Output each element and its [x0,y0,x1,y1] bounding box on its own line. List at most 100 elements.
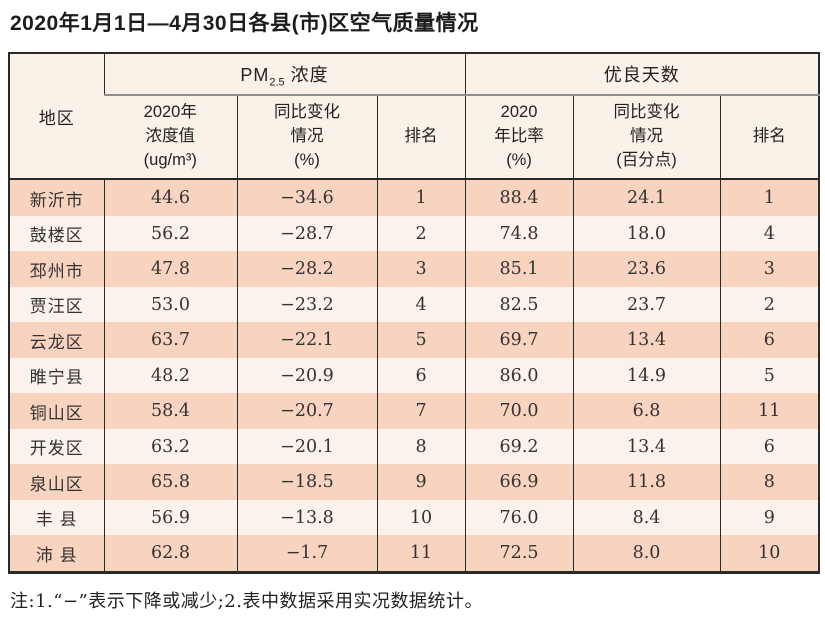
group-header-row: 地区 PM2.5 浓度 优良天数 [9,53,820,181]
good-days-rate-cell: 86.0 [464,357,574,394]
pm25-rank-cell: 2 [376,215,466,252]
pm25-value-cell: 56.9 [103,499,237,536]
pm25-rank-cell: 4 [376,286,466,323]
good-days-rate-cell: 72.5 [464,535,574,573]
good-days-rate-cell: 82.5 [464,286,574,323]
region-cell: 新沂市 [29,190,84,210]
pm25-change-cell: −20.7 [236,393,377,429]
region-cell: 贾汪区 [29,297,84,317]
pm25-value-cell: 63.7 [103,322,237,358]
pm25-value-cell: 58.4 [103,393,237,429]
good-days-change-cell: 8.4 [572,499,721,536]
region-cell: 睢宁县 [29,368,84,388]
good-days-rank-cell: 6 [719,428,820,465]
col-header-good-days-rate: 2020 年比率 (%) [464,95,574,181]
good-days-change-cell: 24.1 [572,179,721,216]
good-days-rank-cell: 1 [719,179,820,216]
pm25-value-cell: 65.8 [103,464,237,500]
table-row: 沛 县 62.8 −1.7 11 72.5 8.0 10 [9,535,820,573]
pm25-rank-cell: 1 [376,179,466,216]
good-days-change-cell: 8.0 [572,535,721,573]
pm25-group-label-prefix: PM [240,64,270,85]
good-days-rate-cell: 85.1 [464,251,574,287]
table-row: 泉山区 65.8 −18.5 9 66.9 11.8 8 [9,464,820,500]
pm25-value-cell: 62.8 [103,535,237,573]
footnote: 注:1.“−”表示下降或减少;2.表中数据采用实况数据统计。 [10,590,483,612]
good-days-change-cell: 23.6 [572,251,721,287]
good-days-rate-cell: 88.4 [464,179,574,216]
good-days-rate-cell: 66.9 [464,464,574,500]
region-cell: 开发区 [29,439,84,459]
pm25-change-cell: −20.9 [236,357,377,394]
pm25-group-label-suffix: 浓度 [284,64,329,85]
table-header: 地区 PM2.5 浓度 优良天数 2020年 浓度值 (ug/m³) 同比变化 … [9,53,820,181]
table-row: 云龙区 63.7 −22.1 5 69.7 13.4 6 [9,322,820,358]
col-header-pm25-change: 同比变化 情况 (%) [236,95,377,181]
good-days-rate-cell: 69.2 [464,428,574,465]
good-days-change-cell: 14.9 [572,357,721,394]
table-row: 开发区 63.2 −20.1 8 69.2 13.4 6 [9,428,820,465]
pm25-change-cell: −13.8 [236,499,377,536]
good-days-rank-cell: 4 [719,215,820,252]
table-row: 铜山区 58.4 −20.7 7 70.0 6.8 11 [9,393,820,429]
pm25-rank-cell: 10 [376,499,466,536]
pm25-change-cell: −20.1 [236,428,377,465]
col-group-pm25: PM2.5 浓度 [103,53,466,97]
good-days-change-cell: 13.4 [572,428,721,465]
pm25-rank-cell: 11 [376,535,466,573]
table-row: 邳州市 47.8 −28.2 3 85.1 23.6 3 [9,251,820,287]
good-days-change-cell: 13.4 [572,322,721,358]
pm25-rank-cell: 8 [376,428,466,465]
good-days-rate-cell: 69.7 [464,322,574,358]
pm25-rank-cell: 5 [376,322,466,358]
pm25-change-cell: −28.2 [236,251,377,287]
page-title: 2020年1月1日—4月30日各县(市)区空气质量情况 [10,12,479,35]
region-cell: 泉山区 [29,474,84,494]
air-quality-table: 地区 PM2.5 浓度 优良天数 2020年 浓度值 (ug/m³) 同比变化 … [8,52,821,574]
region-cell: 丰 县 [35,510,78,530]
good-days-change-cell: 23.7 [572,286,721,323]
pm25-value-cell: 56.2 [103,215,237,252]
table-row: 新沂市 44.6 −34.6 1 88.4 24.1 1 [9,179,820,216]
good-days-rank-cell: 2 [719,286,820,323]
good-days-change-cell: 11.8 [572,464,721,500]
col-header-region: 地区 [9,53,104,181]
good-days-rank-cell: 3 [719,251,820,287]
table-row: 丰 县 56.9 −13.8 10 76.0 8.4 9 [9,499,820,536]
pm25-value-cell: 47.8 [103,251,237,287]
pm25-value-cell: 48.2 [103,357,237,394]
good-days-rank-cell: 6 [719,322,820,358]
region-cell: 沛 县 [35,545,78,565]
pm25-group-label-subscript: 2.5 [269,76,285,89]
pm25-change-cell: −1.7 [236,535,377,573]
pm25-rank-cell: 6 [376,357,466,394]
good-days-change-cell: 18.0 [572,215,721,252]
pm25-change-cell: −28.7 [236,215,377,252]
table-row: 鼓楼区 56.2 −28.7 2 74.8 18.0 4 [9,215,820,252]
pm25-rank-cell: 9 [376,464,466,500]
col-header-good-days-change: 同比变化 情况 (百分点) [572,95,721,181]
table-body: 新沂市 44.6 −34.6 1 88.4 24.1 1 鼓楼区 56.2 −2… [9,179,820,573]
region-cell: 鼓楼区 [29,226,84,246]
good-days-rank-cell: 8 [719,464,820,500]
table-row: 睢宁县 48.2 −20.9 6 86.0 14.9 5 [9,357,820,394]
pm25-value-cell: 44.6 [103,179,237,216]
pm25-rank-cell: 3 [376,251,466,287]
region-cell: 邳州市 [29,261,84,281]
pm25-value-cell: 63.2 [103,428,237,465]
good-days-rate-cell: 74.8 [464,215,574,252]
region-cell: 铜山区 [29,403,84,423]
col-header-good-days-rank: 排名 [719,95,820,181]
pm25-change-cell: −18.5 [236,464,377,500]
region-cell: 云龙区 [29,332,84,352]
good-days-rate-cell: 70.0 [464,393,574,429]
sub-header-row: 2020年 浓度值 (ug/m³) 同比变化 情况 (%) 排名 2020 年比… [9,95,820,181]
col-group-good-days: 优良天数 [464,53,820,97]
pm25-change-cell: −23.2 [236,286,377,323]
good-days-rank-cell: 11 [719,393,820,429]
pm25-rank-cell: 7 [376,393,466,429]
pm25-value-cell: 53.0 [103,286,237,323]
good-days-rank-cell: 9 [719,499,820,536]
table-row: 贾汪区 53.0 −23.2 4 82.5 23.7 2 [9,286,820,323]
